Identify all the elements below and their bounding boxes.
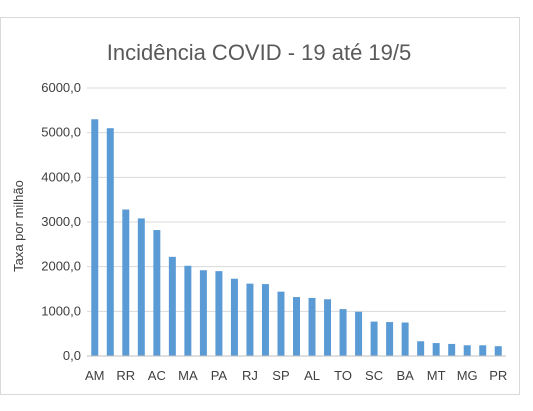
bar-go bbox=[417, 341, 425, 356]
bar-am bbox=[91, 119, 99, 357]
bar-rr bbox=[122, 209, 130, 356]
y-tick-label: 1000,0 bbox=[41, 303, 81, 318]
x-tick-label: SC bbox=[365, 368, 383, 383]
x-tick-label: TO bbox=[334, 368, 352, 383]
bar-mt bbox=[432, 343, 440, 356]
bar-ms bbox=[479, 345, 487, 356]
bar-sc bbox=[370, 321, 378, 356]
x-tick-label: AM bbox=[85, 368, 105, 383]
bar-rs bbox=[448, 343, 456, 356]
bar-pb bbox=[261, 284, 269, 356]
x-tick-labels: AM RR AC MA PA RJ SP AL TO SC BA MT MG PR bbox=[85, 368, 507, 383]
bar-se bbox=[293, 297, 300, 356]
bar-pa bbox=[215, 271, 223, 356]
bar-rj bbox=[246, 283, 254, 356]
y-tick-label: 3000,0 bbox=[41, 214, 81, 229]
bar-ma bbox=[184, 265, 192, 356]
bar-to bbox=[339, 309, 347, 356]
bar-rn bbox=[230, 278, 238, 356]
y-tick-labels: 0,0 1000,0 2000,0 3000,0 4000,0 5000,0 6000,0 bbox=[41, 80, 81, 363]
y-tick-label: 6000,0 bbox=[41, 80, 81, 95]
bars bbox=[91, 119, 502, 357]
x-tick-label: PA bbox=[211, 368, 228, 383]
y-tick-label: 2000,0 bbox=[41, 259, 81, 274]
x-tick-label: BA bbox=[396, 368, 414, 383]
bar-ro bbox=[386, 322, 394, 356]
y-tick-label: 4000,0 bbox=[41, 169, 81, 184]
bar-ba bbox=[401, 322, 409, 356]
bar-pr bbox=[494, 346, 502, 356]
bar-pi bbox=[355, 311, 363, 356]
bar-ac bbox=[153, 230, 161, 356]
bar-al bbox=[308, 297, 316, 356]
bar-df bbox=[324, 299, 332, 356]
x-tick-label: RJ bbox=[242, 368, 258, 383]
gridlines bbox=[87, 87, 506, 312]
x-tick-label: AL bbox=[304, 368, 320, 383]
x-tick-label: AC bbox=[148, 368, 166, 383]
bar-sp bbox=[277, 291, 285, 356]
bar-chart: Incidência COVID - 19 até 19/5 Taxa por … bbox=[11, 40, 507, 383]
bar-ap bbox=[106, 128, 114, 356]
x-tick-label: SP bbox=[272, 368, 289, 383]
chart-container: Incidência COVID - 19 até 19/5 Taxa por … bbox=[0, 17, 520, 395]
bar-ce bbox=[137, 218, 145, 356]
bar-es bbox=[199, 270, 207, 356]
bar-pe bbox=[168, 256, 176, 356]
x-tick-label: MG bbox=[457, 368, 478, 383]
chart-title: Incidência COVID - 19 até 19/5 bbox=[107, 40, 412, 65]
y-tick-label: 5000,0 bbox=[41, 125, 81, 140]
x-tick-label: RR bbox=[116, 368, 135, 383]
y-tick-label: 0,0 bbox=[63, 348, 81, 363]
y-axis-label: Taxa por milhão bbox=[11, 180, 26, 272]
x-tick-label: MT bbox=[427, 368, 446, 383]
x-tick-label: MA bbox=[178, 368, 198, 383]
x-tick-label: PR bbox=[489, 368, 507, 383]
bar-mg bbox=[463, 345, 471, 356]
